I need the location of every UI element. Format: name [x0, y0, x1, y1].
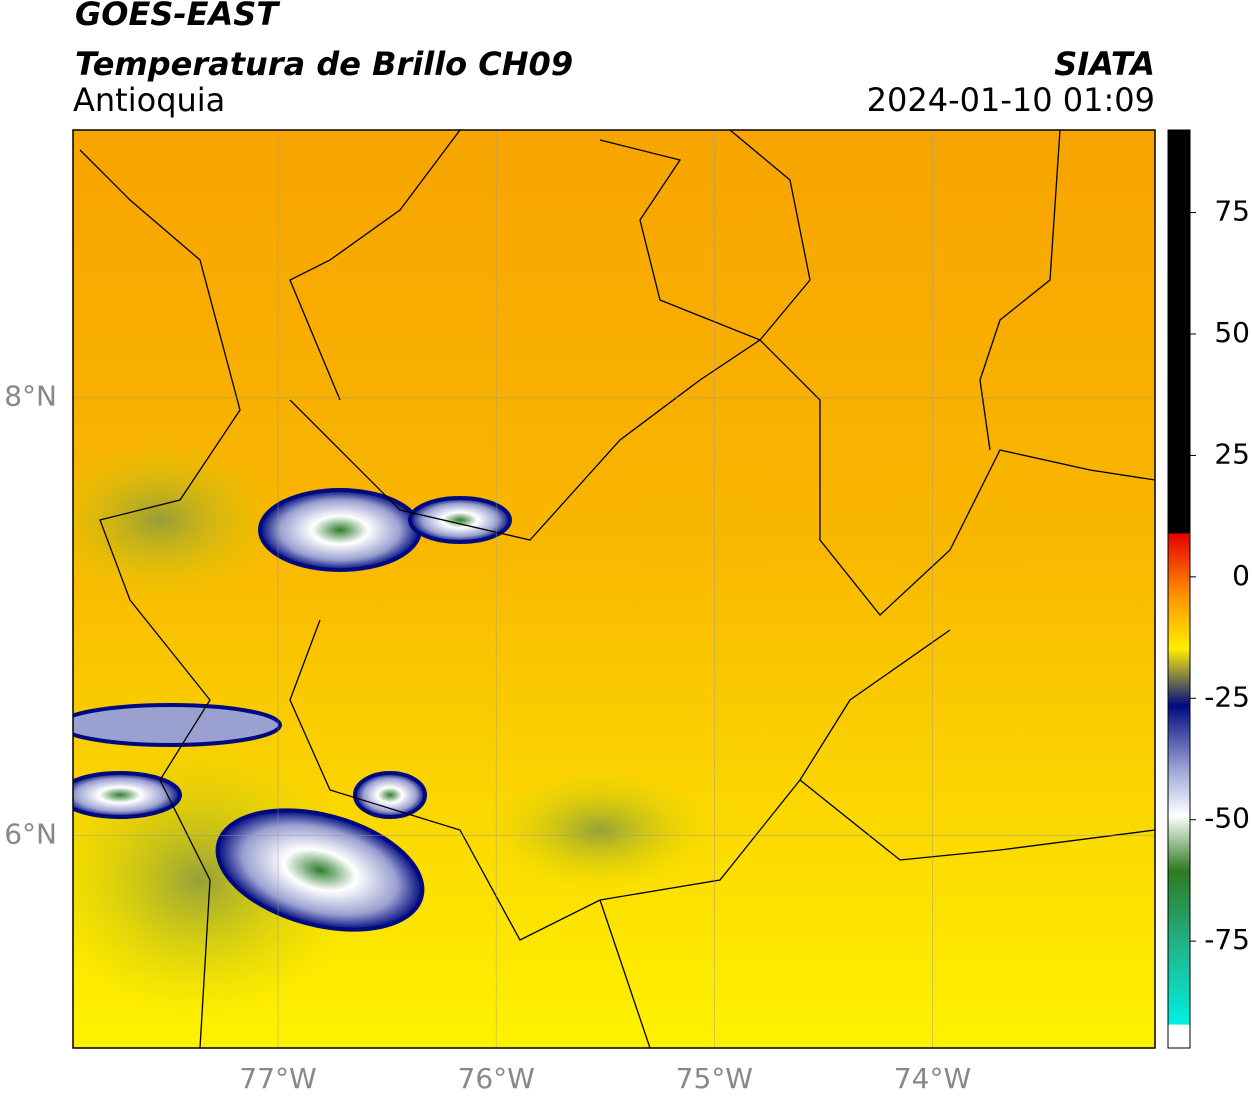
colorbar-tick-label: -25	[1204, 680, 1250, 713]
colorbar-tick-label: 50	[1214, 316, 1250, 349]
graticule: 77°W 76°W 75°W 74°W 8°N 6°N	[4, 130, 1155, 1095]
colorbar-tick-label: 75	[1214, 195, 1250, 228]
colorbar-tick-label: 25	[1214, 437, 1250, 470]
region: Antioquia	[73, 81, 225, 119]
map-image	[73, 130, 1155, 1048]
x-tick-label: 74°W	[894, 1062, 971, 1095]
title: GOES-EAST	[75, 0, 280, 33]
source: SIATA	[1054, 45, 1155, 83]
colorbar-tick-label: -75	[1204, 923, 1250, 956]
x-tick-label: 77°W	[239, 1062, 316, 1095]
colorbar-tick-label: 0	[1232, 559, 1250, 592]
subtitle: Temperatura de Brillo CH09	[75, 45, 573, 83]
datetime: 2024-01-10 01:09	[867, 81, 1155, 119]
colorbar-tick-label: -50	[1204, 802, 1250, 835]
map-frame	[72, 129, 1156, 1049]
x-tick-label: 75°W	[676, 1062, 753, 1095]
x-tick-label: 76°W	[458, 1062, 535, 1095]
colorbar-axis: 75 50 25 0 -25 -50 -75	[1190, 195, 1250, 956]
y-tick-label: 8°N	[4, 379, 57, 412]
y-tick-label: 6°N	[4, 817, 57, 850]
colorbar	[1167, 129, 1191, 1049]
